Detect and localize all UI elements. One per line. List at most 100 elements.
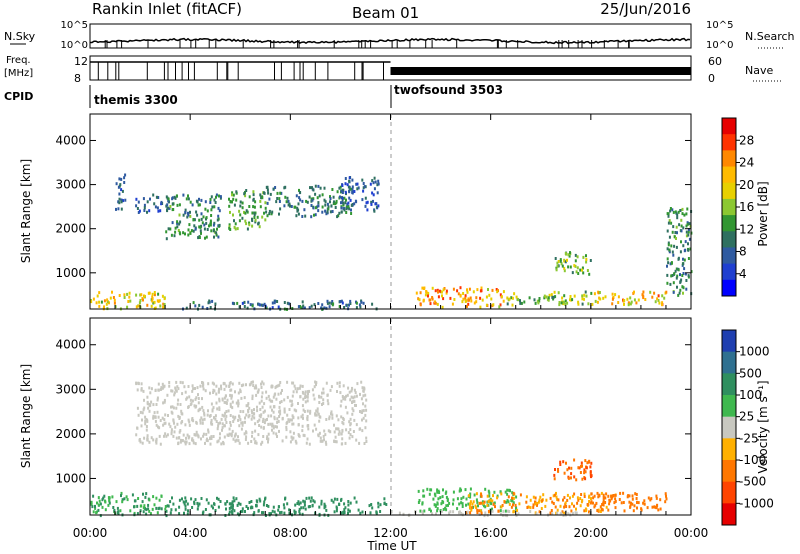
- range-gate-cell: [139, 410, 142, 414]
- range-gate-cell: [671, 230, 674, 234]
- range-gate-cell: [273, 405, 276, 409]
- range-gate-cell: [346, 393, 349, 397]
- range-gate-cell: [596, 491, 599, 495]
- range-gate-cell: [238, 424, 241, 428]
- range-gate-cell: [453, 298, 456, 301]
- range-gate-cell: [145, 428, 148, 432]
- range-gate-cell: [634, 492, 637, 496]
- range-gate-cell: [187, 228, 190, 232]
- range-gate-cell: [108, 498, 111, 502]
- range-gate-cell: [617, 301, 620, 304]
- range-gate-cell: [184, 440, 187, 444]
- range-gate-cell: [257, 302, 260, 306]
- range-gate-cell: [434, 289, 437, 293]
- range-gate-cell: [233, 219, 235, 223]
- range-gate-cell: [234, 415, 237, 419]
- range-gate-cell: [500, 295, 503, 299]
- range-gate-cell: [579, 268, 582, 272]
- range-gate-cell: [353, 202, 356, 206]
- range-gate-cell: [257, 388, 260, 392]
- range-gate-cell: [465, 497, 468, 501]
- range-gate-cell: [646, 506, 649, 510]
- range-gate-cell: [186, 433, 189, 437]
- range-gate-cell: [319, 436, 322, 440]
- range-gate-cell: [170, 430, 173, 434]
- range-gate-cell: [176, 225, 179, 229]
- range-gate-cell: [178, 213, 181, 217]
- range-gate-cell: [665, 494, 667, 498]
- range-gate-cell: [360, 380, 363, 384]
- range-gate-cell: [570, 466, 573, 470]
- range-gate-cell: [346, 202, 349, 206]
- range-gate-cell: [663, 296, 666, 300]
- range-gate-cell: [103, 305, 105, 309]
- range-gate-cell: [374, 180, 377, 184]
- range-gate-cell: [359, 410, 361, 413]
- range-gate-cell: [137, 382, 140, 386]
- range-gate-cell: [261, 303, 264, 307]
- range-gate-cell: [185, 397, 188, 401]
- colorbar-tick-label: 28: [739, 133, 754, 147]
- range-gate-cell: [313, 397, 316, 401]
- range-gate-cell: [480, 501, 483, 505]
- range-gate-cell: [259, 415, 262, 419]
- range-gate-cell: [302, 408, 305, 412]
- range-gate-cell: [330, 412, 332, 416]
- range-gate-cell: [605, 492, 608, 496]
- range-gate-cell: [160, 200, 163, 204]
- range-gate-cell: [189, 214, 192, 218]
- range-gate-cell: [229, 200, 232, 203]
- range-gate-cell: [333, 440, 336, 443]
- range-gate-cell: [324, 200, 327, 204]
- range-gate-cell: [166, 203, 169, 207]
- range-gate-cell: [156, 398, 159, 402]
- range-gate-cell: [146, 400, 149, 404]
- range-gate-cell: [193, 502, 196, 506]
- range-gate-cell: [143, 294, 146, 298]
- range-gate-cell: [579, 497, 582, 500]
- range-gate-cell: [215, 193, 218, 197]
- range-gate-cell: [257, 390, 260, 394]
- range-gate-cell: [293, 408, 296, 412]
- range-gate-cell: [299, 191, 302, 194]
- range-gate-cell: [285, 421, 288, 425]
- colorbar-tick-label: 24: [739, 156, 754, 170]
- range-gate-cell: [269, 399, 272, 403]
- range-gate-cell: [174, 388, 177, 392]
- range-gate-cell: [223, 387, 226, 391]
- range-gate-cell: [155, 441, 158, 445]
- range-gate-cell: [260, 196, 263, 200]
- range-gate-cell: [218, 194, 220, 198]
- range-gate-cell: [361, 418, 363, 422]
- range-gate-cell: [135, 204, 138, 208]
- range-gate-cell: [559, 259, 562, 263]
- range-gate-cell: [571, 494, 574, 498]
- range-gate-cell: [579, 504, 582, 508]
- range-gate-cell: [679, 250, 682, 254]
- range-gate-cell: [318, 419, 321, 423]
- range-gate-cell: [272, 426, 275, 430]
- range-gate-cell: [113, 509, 116, 512]
- range-gate-cell: [221, 422, 224, 426]
- range-gate-cell: [347, 511, 349, 515]
- range-gate-cell: [565, 461, 567, 465]
- range-gate-cell: [421, 286, 424, 290]
- range-gate-cell: [371, 191, 374, 195]
- range-gate-cell: [549, 496, 552, 500]
- range-gate-cell: [439, 496, 442, 500]
- noise-tick-bottom: 10^0: [61, 40, 88, 51]
- range-gate-cell: [469, 487, 472, 491]
- range-gate-cell: [515, 295, 518, 299]
- range-gate-cell: [288, 512, 291, 516]
- range-gate-cell: [685, 212, 688, 216]
- range-gate-cell: [304, 214, 307, 218]
- range-gate-cell: [140, 382, 143, 386]
- range-gate-cell: [210, 195, 213, 199]
- range-gate-cell: [349, 198, 352, 202]
- range-gate-cell: [464, 294, 467, 298]
- range-gate-cell: [593, 494, 596, 498]
- range-gate-cell: [627, 494, 630, 498]
- range-gate-cell: [344, 397, 347, 401]
- range-gate-cell: [260, 303, 263, 307]
- range-gate-cell: [272, 395, 275, 399]
